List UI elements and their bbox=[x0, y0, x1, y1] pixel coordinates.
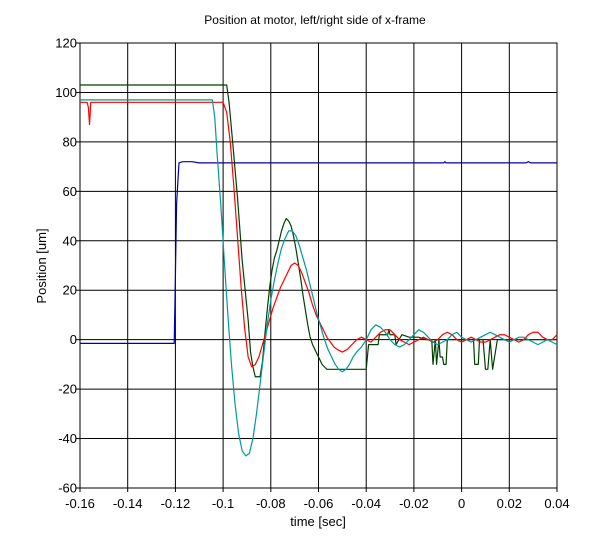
x-tick-label: -0.02 bbox=[399, 496, 429, 511]
x-axis-label: time [sec] bbox=[290, 514, 346, 529]
chart-title: Position at motor, left/right side of x-… bbox=[204, 13, 426, 27]
x-tick-label: -0.14 bbox=[113, 496, 143, 511]
y-tick-label: -60 bbox=[58, 481, 77, 496]
x-tick-label: 0.04 bbox=[544, 496, 569, 511]
series-line-1 bbox=[80, 161, 557, 344]
x-tick-label: -0.16 bbox=[65, 496, 95, 511]
series-layer bbox=[80, 84, 558, 457]
y-tick-label: 20 bbox=[63, 283, 77, 298]
y-tick-label: 100 bbox=[55, 85, 77, 100]
y-tick-label: 40 bbox=[63, 233, 77, 248]
x-tick-label: -0.04 bbox=[351, 496, 381, 511]
y-tick-label: 120 bbox=[55, 36, 77, 51]
y-tick-label: 60 bbox=[63, 184, 77, 199]
y-tick-label: 80 bbox=[63, 134, 77, 149]
x-tick-label: -0.12 bbox=[161, 496, 191, 511]
series-line-3 bbox=[80, 101, 558, 368]
y-tick-label: 0 bbox=[70, 332, 77, 347]
y-tick-label: -20 bbox=[58, 382, 77, 397]
x-tick-label: -0.08 bbox=[256, 496, 286, 511]
series-line-4 bbox=[80, 99, 558, 457]
y-axis: -60 -40 -20 0 20 40 60 80 100 120 bbox=[55, 36, 80, 496]
x-axis: -0.16 -0.14 -0.12 -0.1 -0.08 -0.06 -0.04 -0.02 0… bbox=[65, 488, 570, 511]
x-tick-label: 0 bbox=[458, 496, 465, 511]
x-tick-label: -0.06 bbox=[304, 496, 334, 511]
x-tick-label: 0.02 bbox=[497, 496, 522, 511]
y-tick-label: -40 bbox=[58, 431, 77, 446]
x-tick-label: -0.1 bbox=[212, 496, 234, 511]
y-axis-label: Position [um] bbox=[34, 228, 49, 303]
